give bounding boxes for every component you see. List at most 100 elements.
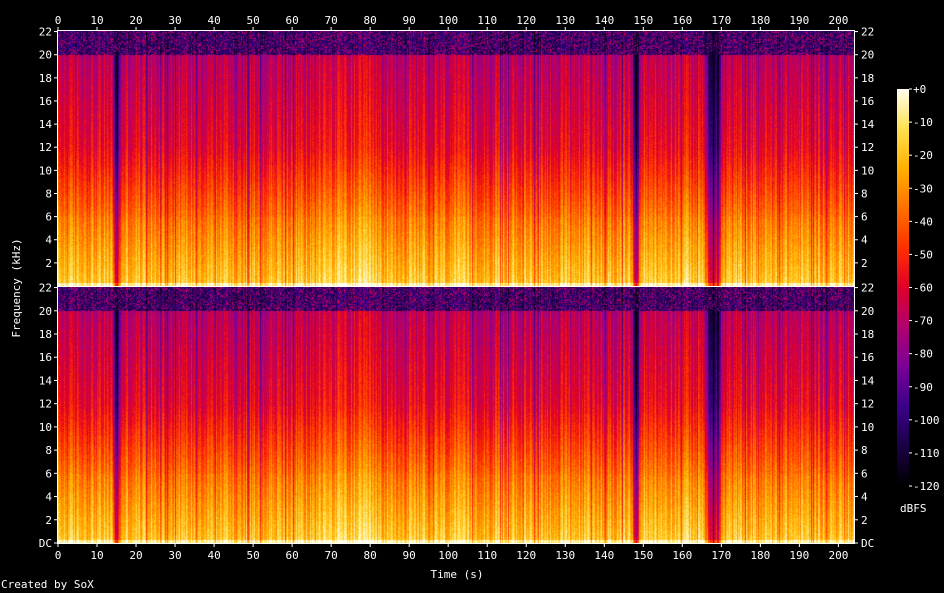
color-scale-tick-label: -70 <box>913 315 933 328</box>
y-tick-label-right: 2 <box>861 257 868 270</box>
y-tick-label-left: 4 <box>45 491 52 504</box>
y-tick-label-right: 18 <box>861 72 874 85</box>
x-tick-label-bottom: 190 <box>789 549 809 562</box>
x-tick-label-bottom: 40 <box>207 549 220 562</box>
x-tick-label-top: 30 <box>168 14 181 27</box>
y-tick-label-right: 12 <box>861 141 874 154</box>
y-tick-label-left: 12 <box>39 141 52 154</box>
y-tick-label-left: 2 <box>45 514 52 527</box>
x-tick-label-bottom: 10 <box>90 549 103 562</box>
x-tick-label-bottom: 100 <box>438 549 458 562</box>
y-tick-label-left: 6 <box>45 211 52 224</box>
x-tick-label-bottom: 60 <box>285 549 298 562</box>
x-tick-label-bottom: 130 <box>555 549 575 562</box>
y-tick-label-left: 10 <box>39 164 52 177</box>
color-scale-tick-label: -40 <box>913 215 933 228</box>
x-tick-label-bottom: 140 <box>594 549 614 562</box>
color-scale-tick-label: -20 <box>913 149 933 162</box>
x-tick-label-top: 130 <box>555 14 575 27</box>
y-tick-label-right: 20 <box>861 305 874 318</box>
x-tick-label-bottom: 170 <box>711 549 731 562</box>
x-tick-label-bottom: 0 <box>55 549 62 562</box>
color-scale-tick-label: -60 <box>913 282 933 295</box>
y-tick-label-right: 14 <box>861 374 875 387</box>
color-scale: +0 -10 -20 -30 -40 -50 -60 -70 -80 -90 -100 -110 -12… <box>897 83 940 515</box>
x-tick-label-top: 20 <box>129 14 142 27</box>
y-tick-label-right: DC <box>861 537 874 550</box>
color-scale-tick-label: -120 <box>913 480 940 493</box>
x-tick-label-top: 170 <box>711 14 731 27</box>
y-tick-label-right: 20 <box>861 49 874 62</box>
x-tick-label-top: 10 <box>90 14 103 27</box>
y-tick-label-right: 4 <box>861 234 868 247</box>
y-tick-label-left: 8 <box>45 444 52 457</box>
x-tick-label-top: 70 <box>325 14 338 27</box>
x-tick-label-top: 200 <box>828 14 848 27</box>
time-axis-ticks: 0 0 10 10 20 20 30 30 40 40 50 50 60 60 70 70 80 80 90 90 10… <box>55 14 849 562</box>
y-tick-label-right: 10 <box>861 164 874 177</box>
color-scale-tick-label: -30 <box>913 182 933 195</box>
y-tick-label-left: 16 <box>39 95 52 108</box>
color-scale-tick-label: -10 <box>913 116 933 129</box>
y-tick-label-right: 6 <box>861 211 868 224</box>
x-tick-label-top: 80 <box>364 14 377 27</box>
y-tick-label-right: 16 <box>861 95 874 108</box>
y-axis-label: Frequency (kHz) <box>10 238 23 337</box>
x-tick-label-top: 50 <box>246 14 259 27</box>
spectrogram-panels <box>57 30 855 544</box>
spectrogram-frame-2 <box>57 286 855 544</box>
color-scale-label: dBFS <box>900 502 927 515</box>
x-axis-label: Time (s) <box>431 568 484 581</box>
y-tick-label-left: 14 <box>39 118 53 131</box>
x-tick-label-top: 120 <box>516 14 536 27</box>
x-tick-label-top: 60 <box>285 14 298 27</box>
color-scale-bar <box>897 89 909 486</box>
color-scale-tick-label: -50 <box>913 248 933 261</box>
x-tick-label-top: 160 <box>672 14 692 27</box>
y-tick-label-left: 12 <box>39 398 52 411</box>
color-scale-tick-label: -100 <box>913 414 940 427</box>
x-tick-label-bottom: 30 <box>168 549 181 562</box>
y-tick-label-left: 18 <box>39 72 52 85</box>
y-tick-label-right: 4 <box>861 491 868 504</box>
color-scale-ticks: +0 -10 -20 -30 -40 -50 -60 -70 -80 -90 -100 -110 -12… <box>909 83 940 493</box>
x-tick-label-bottom: 110 <box>477 549 497 562</box>
x-tick-label-bottom: 180 <box>750 549 770 562</box>
y-tick-label-right: 22 <box>861 282 874 295</box>
y-tick-label-right: 14 <box>861 118 875 131</box>
y-tick-label-left: 20 <box>39 305 52 318</box>
y-tick-label-left: 8 <box>45 187 52 200</box>
y-tick-label-left: 6 <box>45 467 52 480</box>
color-scale-tick-label: -110 <box>913 447 940 460</box>
y-tick-label-left: 16 <box>39 351 52 364</box>
x-tick-label-bottom: 70 <box>325 549 338 562</box>
x-tick-label-top: 110 <box>477 14 497 27</box>
y-tick-label-right: 10 <box>861 421 874 434</box>
y-tick-label-left: 14 <box>39 374 53 387</box>
y-tick-label-left: 20 <box>39 49 52 62</box>
spectrogram-channel-1 <box>58 31 854 286</box>
x-tick-label-bottom: 200 <box>828 549 848 562</box>
y-tick-label-right: 2 <box>861 514 868 527</box>
x-tick-label-bottom: 160 <box>672 549 692 562</box>
y-tick-label-left: 22 <box>39 282 52 295</box>
x-tick-label-top: 100 <box>438 14 458 27</box>
y-tick-label-left: 2 <box>45 257 52 270</box>
x-tick-label-bottom: 90 <box>403 549 416 562</box>
x-tick-label-bottom: 20 <box>129 549 142 562</box>
color-scale-tick-label: +0 <box>913 83 926 96</box>
x-tick-label-top: 140 <box>594 14 614 27</box>
x-tick-label-top: 0 <box>55 14 62 27</box>
y-tick-label-right: 22 <box>861 26 874 39</box>
x-tick-label-top: 190 <box>789 14 809 27</box>
y-tick-label-right: 8 <box>861 444 868 457</box>
y-tick-label-right: 18 <box>861 328 874 341</box>
x-tick-label-bottom: 50 <box>246 549 259 562</box>
x-tick-label-top: 40 <box>207 14 220 27</box>
y-tick-label-left: 22 <box>39 26 52 39</box>
x-tick-label-top: 150 <box>633 14 653 27</box>
x-tick-label-top: 90 <box>403 14 416 27</box>
y-tick-label-right: 12 <box>861 398 874 411</box>
y-tick-label-left: 18 <box>39 328 52 341</box>
